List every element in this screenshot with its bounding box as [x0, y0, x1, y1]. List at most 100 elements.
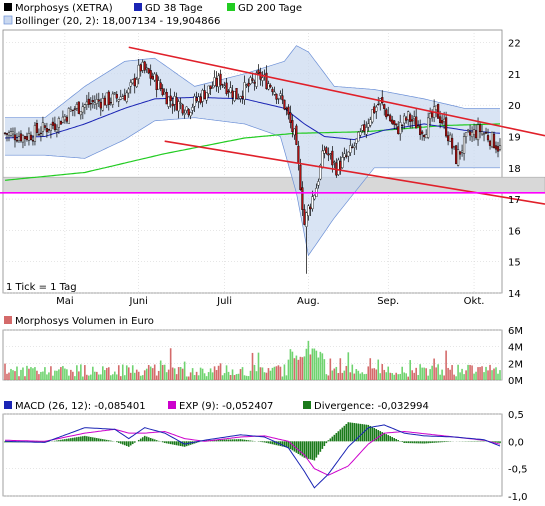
candle-body [487, 135, 489, 140]
candle-body [20, 134, 22, 141]
candle-body [56, 130, 58, 132]
candle-body [407, 112, 409, 120]
candle-body [479, 125, 481, 132]
price-y-tick-label: 20 [508, 101, 521, 112]
candle-body [357, 132, 359, 141]
divergence-bar [172, 441, 174, 444]
divergence-bar [234, 439, 236, 441]
candle-body [303, 210, 305, 225]
volume-bar [84, 365, 86, 380]
volume-bar [100, 374, 102, 380]
candle-body [94, 103, 96, 105]
price-y-tick-label: 17 [508, 195, 521, 206]
volume-bar [44, 367, 46, 380]
divergence-bar [162, 441, 164, 442]
candle-body [50, 124, 52, 130]
candle-body [455, 146, 457, 164]
candle-body [405, 118, 407, 121]
volume-bar [108, 367, 110, 380]
volume-bar [399, 374, 401, 380]
candle-body [124, 95, 126, 100]
divergence-bar [363, 424, 365, 441]
macd-y-tick-label: -1,0 [508, 492, 528, 502]
divergence-bar [56, 440, 58, 441]
candle-body [14, 135, 16, 140]
divergence-bar [320, 441, 322, 451]
divergence-bar [429, 441, 431, 443]
divergence-bar [387, 435, 389, 441]
candle-body [445, 118, 447, 136]
volume-bar [74, 376, 76, 380]
volume-bar [136, 370, 138, 380]
candle-body [40, 133, 42, 134]
divergence-bar [403, 441, 405, 443]
candle-body [313, 195, 315, 199]
candle-body [158, 81, 160, 90]
divergence-bar [116, 441, 118, 442]
divergence-bar [389, 436, 391, 441]
volume-bar [132, 365, 134, 380]
volume-bar [80, 364, 82, 380]
divergence-bar [110, 441, 112, 442]
volume-bar [361, 372, 363, 380]
volume-bar [262, 367, 264, 380]
volume-bar [20, 370, 22, 380]
volume-bar [60, 367, 62, 380]
volume-bar [381, 364, 383, 380]
candle-body [385, 110, 387, 117]
candle-body [30, 135, 32, 140]
candle-body [132, 80, 134, 83]
candle-body [481, 132, 483, 134]
candle-body [184, 113, 186, 114]
divergence-bar [306, 441, 308, 458]
volume-bar [391, 373, 393, 380]
candle-body [214, 77, 216, 85]
volume-bar [220, 363, 222, 380]
price-y-tick-label: 14 [508, 289, 521, 300]
volume-bar [38, 374, 40, 380]
candle-body [323, 150, 325, 153]
volume-bar [290, 349, 292, 380]
divergence-bar [336, 433, 338, 441]
volume-bar [114, 372, 116, 380]
divergence-bar [92, 437, 94, 441]
candle-body [70, 109, 72, 111]
volume-bar [10, 369, 12, 380]
volume-bar [162, 365, 164, 380]
volume-bar [324, 359, 326, 380]
candle-body [305, 213, 307, 227]
divergence-bar [316, 441, 318, 457]
divergence-bar [425, 441, 427, 443]
candle-body [451, 138, 453, 148]
candle-body [68, 108, 70, 123]
candle-body [252, 79, 254, 81]
candle-body [130, 82, 132, 86]
legend-label-price: Morphosys (XETRA) [15, 3, 113, 14]
candle-body [270, 85, 272, 87]
volume-bar [106, 368, 108, 380]
volume-bar [24, 376, 26, 380]
legend-swatch-divergence [303, 401, 311, 409]
volume-bar [168, 370, 170, 380]
candle-body [403, 116, 405, 123]
volume-bar [483, 372, 485, 380]
volume-bar [435, 367, 437, 380]
volume-bar [214, 366, 216, 380]
volume-bar [365, 374, 367, 380]
candle-body [176, 97, 178, 110]
candle-body [391, 120, 393, 124]
macd-y-tick-label: 0,0 [508, 437, 524, 448]
divergence-bar [421, 441, 423, 443]
divergence-bar [170, 441, 172, 444]
legend-swatch-gd38 [134, 3, 142, 11]
candle-body [152, 76, 154, 79]
volume-bar [188, 376, 190, 380]
divergence-bar [437, 441, 439, 442]
volume-bar [487, 370, 489, 380]
volume-bar [194, 375, 196, 380]
volume-bar [174, 368, 176, 380]
divergence-bar [118, 441, 120, 443]
legend-swatch-price [4, 3, 12, 11]
volume-bar [70, 370, 72, 380]
divergence-bar [228, 440, 230, 442]
